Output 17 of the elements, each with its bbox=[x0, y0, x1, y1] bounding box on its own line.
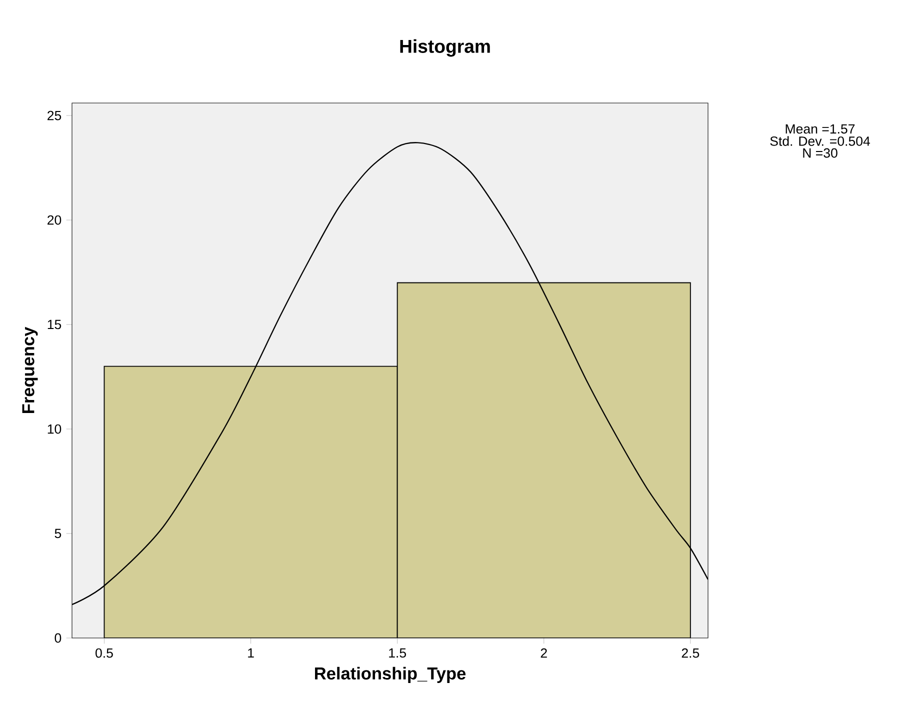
x-tick-label: 1.5 bbox=[389, 648, 406, 658]
text: N =30 bbox=[803, 148, 838, 158]
y-tick-label: 5 bbox=[54, 528, 62, 538]
text: Mean =1.57 bbox=[786, 124, 855, 134]
x-tick-label: 2.5 bbox=[682, 648, 700, 658]
y-tick-label: 0 bbox=[54, 633, 62, 643]
x-axis-title: Relationship_Type bbox=[315, 666, 466, 683]
x-tick-label: 1 bbox=[248, 648, 254, 658]
y-tick-label: 25 bbox=[48, 110, 62, 120]
chart-title: Histogram bbox=[400, 39, 490, 57]
y-tick-label: 15 bbox=[48, 320, 62, 330]
x-tick-label: 2 bbox=[540, 648, 547, 658]
y-tick-label: 20 bbox=[48, 215, 62, 225]
y-axis-title: Frequency bbox=[22, 326, 38, 414]
x-tick-label: 0.5 bbox=[96, 648, 113, 658]
text: Std. Dev. =0.504 bbox=[770, 136, 870, 146]
y-tick-label: 10 bbox=[48, 424, 62, 434]
